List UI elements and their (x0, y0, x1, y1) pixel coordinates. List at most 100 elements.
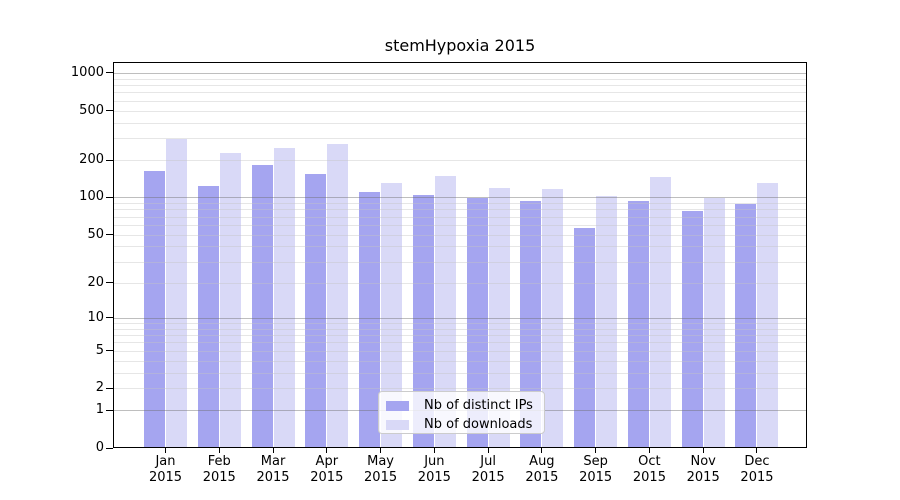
gridline-minor (113, 209, 807, 211)
x-tick-mark (756, 448, 758, 453)
y-tick-mark (106, 447, 113, 449)
y-tick-label: 0 (95, 440, 104, 455)
x-tick-label: Feb 2015 (202, 454, 236, 485)
legend-label-distinct-ips: Nb of distinct IPs (424, 398, 533, 413)
y-tick-label: 100 (79, 189, 104, 205)
y-tick-mark (106, 350, 113, 352)
x-tick-mark (165, 448, 166, 453)
bar-distinct-ips (681, 211, 703, 448)
x-tick-mark (433, 448, 435, 453)
x-tick-mark (272, 448, 274, 453)
y-tick-label: 1000 (70, 64, 104, 80)
x-tick-mark (487, 448, 489, 453)
y-tick-mark (106, 317, 113, 319)
bar-downloads (542, 189, 564, 448)
gridline-minor (113, 92, 807, 94)
gridline-minor (113, 388, 807, 390)
y-tick-label: 5 (95, 342, 104, 358)
x-tick-label: Apr 2015 (310, 454, 344, 485)
gridline-minor (113, 160, 807, 162)
gridline-minor (113, 246, 807, 248)
gridline-minor (113, 261, 807, 263)
y-tick-mark (106, 234, 113, 236)
x-tick-label: Jan 2015 (148, 454, 183, 485)
bar-distinct-ips (412, 195, 434, 448)
x-tick-label: Oct 2015 (632, 454, 666, 485)
gridline-minor (113, 78, 807, 80)
legend-swatch-downloads (386, 419, 409, 430)
gridline-minor (113, 282, 807, 284)
x-tick-mark (541, 448, 543, 453)
bar-downloads (596, 196, 618, 448)
legend-item: Nb of downloads (386, 417, 544, 432)
gridline-minor (113, 360, 807, 362)
x-tick-mark (648, 448, 650, 453)
x-tick-label: May 2015 (364, 454, 398, 485)
bar-distinct-ips (197, 185, 219, 448)
bar-distinct-ips (520, 200, 542, 448)
x-tick-label: Mar 2015 (256, 454, 290, 485)
y-tick-label: 10 (87, 309, 104, 325)
y-tick-label: 200 (79, 152, 104, 168)
bar-distinct-ips (735, 203, 757, 448)
y-tick-label: 2 (95, 380, 104, 396)
bar-downloads (219, 153, 241, 448)
bar-downloads (703, 198, 725, 448)
x-tick-label: Sep 2015 (579, 454, 613, 485)
bar-downloads (166, 139, 187, 448)
bar-distinct-ips (466, 198, 488, 448)
gridline-major (113, 197, 807, 199)
gridline-minor (113, 138, 807, 140)
x-tick-mark (380, 448, 382, 453)
gridline-minor (113, 110, 807, 112)
x-tick-mark (595, 448, 597, 453)
x-tick-label: Dec 2015 (740, 454, 774, 485)
bar-downloads (381, 182, 403, 448)
gridline-major (113, 317, 807, 319)
x-tick-mark (702, 448, 704, 453)
bar-distinct-ips (627, 201, 649, 448)
y-tick-label: 20 (87, 274, 104, 290)
y-tick-mark (106, 409, 113, 411)
bar-downloads (273, 148, 295, 448)
bar-distinct-ips (574, 227, 596, 448)
legend-item: Nb of distinct IPs (386, 398, 544, 413)
gridline-minor (113, 234, 807, 236)
bar-downloads (327, 143, 349, 448)
bar-downloads (757, 183, 779, 448)
gridline-minor (113, 224, 807, 226)
x-tick-label: Jul 2015 (471, 454, 505, 485)
gridline-minor (113, 122, 807, 124)
gridline-minor (113, 372, 807, 374)
bar-downloads (488, 187, 510, 448)
y-tick-mark (106, 110, 113, 112)
gridline-minor (113, 203, 807, 205)
bar-distinct-ips (251, 164, 273, 448)
y-tick-mark (106, 282, 113, 284)
x-tick-label: Jun 2015 (417, 454, 451, 485)
x-tick-label: Aug 2015 (525, 454, 559, 485)
gridline-minor (113, 100, 807, 102)
legend-swatch-distinct-ips (386, 400, 409, 411)
y-tick-mark (106, 387, 113, 389)
legend-label-downloads: Nb of downloads (424, 417, 533, 432)
x-tick-label: Nov 2015 (686, 454, 720, 485)
gridline-minor (113, 323, 807, 324)
gridline-minor (113, 350, 807, 352)
gridline-minor (113, 85, 807, 87)
y-tick-mark (106, 159, 113, 161)
gridline-minor (113, 216, 807, 218)
y-tick-label: 50 (87, 226, 104, 242)
x-tick-mark (218, 448, 220, 453)
gridline-minor (113, 328, 807, 330)
chart-title: stemHypoxia 2015 (384, 36, 536, 55)
bar-distinct-ips (144, 170, 165, 448)
x-tick-mark (326, 448, 328, 453)
gridline-major (113, 72, 807, 74)
bar-distinct-ips (359, 192, 381, 448)
gridline-minor (113, 335, 807, 337)
bar-distinct-ips (305, 173, 327, 448)
y-tick-mark (106, 72, 113, 74)
y-tick-label: 500 (79, 102, 104, 118)
